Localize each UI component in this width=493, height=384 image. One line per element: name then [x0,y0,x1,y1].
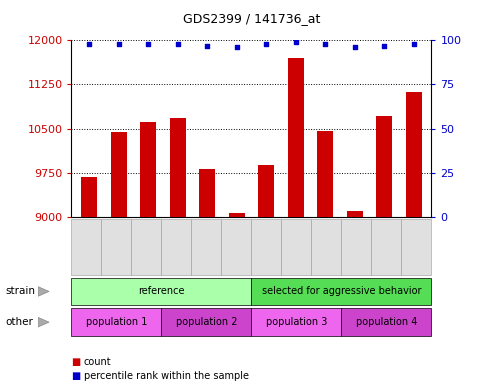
Text: ■: ■ [71,357,81,367]
Bar [317,131,333,217]
Text: ■: ■ [71,371,81,381]
Bar [376,116,392,217]
Point [351,44,358,50]
Bar [347,211,363,217]
Text: population 4: population 4 [356,317,417,327]
Text: count: count [84,357,111,367]
Bar [110,132,127,217]
Point [321,41,329,47]
Text: percentile rank within the sample: percentile rank within the sample [84,371,249,381]
Text: population 1: population 1 [86,317,147,327]
Point [262,41,270,47]
Bar [258,165,274,217]
Text: selected for aggressive behavior: selected for aggressive behavior [262,286,421,296]
Polygon shape [38,317,49,327]
Bar [229,213,245,217]
Text: GDS2399 / 141736_at: GDS2399 / 141736_at [183,12,320,25]
Point [85,41,93,47]
Point [292,39,300,45]
Point [380,43,388,49]
Point [144,41,152,47]
Text: reference: reference [138,286,185,296]
Point [203,43,211,49]
Point [233,44,241,50]
Bar [199,169,215,217]
Text: population 2: population 2 [176,317,237,327]
Polygon shape [38,286,49,296]
Text: strain: strain [5,286,35,296]
Bar [287,58,304,217]
Bar [170,118,186,217]
Point [115,41,123,47]
Text: population 3: population 3 [266,317,327,327]
Point [174,41,181,47]
Bar [81,177,97,217]
Point [410,41,418,47]
Text: other: other [5,317,33,327]
Bar [140,122,156,217]
Bar [406,92,422,217]
